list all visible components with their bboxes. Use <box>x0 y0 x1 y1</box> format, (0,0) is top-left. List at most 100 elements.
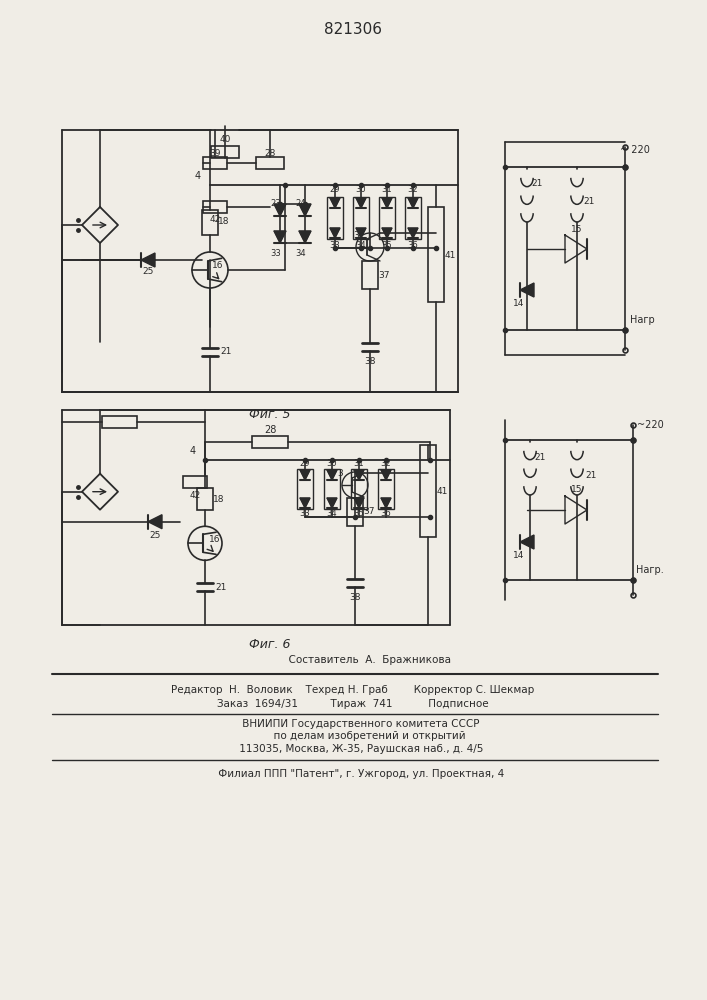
Polygon shape <box>330 228 340 238</box>
Bar <box>203 157 227 169</box>
Polygon shape <box>354 498 364 508</box>
Bar <box>351 469 367 509</box>
Bar <box>428 207 444 302</box>
Bar <box>183 476 207 488</box>
Bar <box>420 445 436 537</box>
Text: Заказ  1694/31          Тираж  741           Подписное: Заказ 1694/31 Тираж 741 Подписное <box>217 699 489 709</box>
Text: 38: 38 <box>364 358 375 366</box>
Text: 21: 21 <box>216 582 227 591</box>
Text: 30: 30 <box>327 458 337 468</box>
Text: 31: 31 <box>382 186 392 194</box>
Text: Нагр: Нагр <box>630 315 655 325</box>
Text: 3: 3 <box>337 468 343 478</box>
Bar <box>203 201 227 213</box>
Bar <box>252 436 288 448</box>
Text: 39: 39 <box>209 148 221 157</box>
Text: 37: 37 <box>378 270 390 279</box>
Text: 14: 14 <box>513 300 525 308</box>
Text: Нагр.: Нагр. <box>636 565 664 575</box>
Text: 38: 38 <box>349 593 361 602</box>
Text: ~ 220: ~ 220 <box>620 145 650 155</box>
Text: 4: 4 <box>190 446 196 456</box>
Text: 37: 37 <box>363 508 375 516</box>
Polygon shape <box>408 198 418 208</box>
Bar <box>297 469 313 509</box>
Polygon shape <box>148 515 162 529</box>
Text: 33: 33 <box>300 510 310 518</box>
Bar <box>378 469 394 509</box>
Text: 18: 18 <box>214 494 225 504</box>
Text: 14: 14 <box>513 552 525 560</box>
Text: 21: 21 <box>221 348 232 357</box>
Text: 33: 33 <box>271 248 281 257</box>
Polygon shape <box>330 198 340 208</box>
Polygon shape <box>382 198 392 208</box>
Text: 29: 29 <box>329 186 340 194</box>
Polygon shape <box>141 253 155 267</box>
Polygon shape <box>299 204 311 216</box>
Text: 36: 36 <box>408 240 419 249</box>
Polygon shape <box>520 535 534 549</box>
Text: 113035, Москва, Ж-35, Раушская наб., д. 4/5: 113035, Москва, Ж-35, Раушская наб., д. … <box>223 744 483 754</box>
Text: 16: 16 <box>209 535 221 544</box>
Polygon shape <box>274 204 286 216</box>
Text: Фиг. 5: Фиг. 5 <box>250 408 291 420</box>
Polygon shape <box>327 498 337 508</box>
Bar <box>353 197 369 239</box>
Text: 24: 24 <box>296 198 306 208</box>
Text: Составитель  А.  Бражникова: Составитель А. Бражникова <box>255 655 450 665</box>
Polygon shape <box>327 470 337 480</box>
Text: 3: 3 <box>353 231 359 239</box>
Polygon shape <box>520 283 534 297</box>
Text: Филиал ППП "Патент", г. Ужгород, ул. Проектная, 4: Филиал ППП "Патент", г. Ужгород, ул. Про… <box>202 769 504 779</box>
Text: 21: 21 <box>532 180 543 188</box>
Text: 23: 23 <box>271 198 281 208</box>
Text: 18: 18 <box>218 218 230 227</box>
Polygon shape <box>382 228 392 238</box>
Text: 35: 35 <box>354 510 364 518</box>
Text: 41: 41 <box>436 487 448 495</box>
Text: 15: 15 <box>571 486 583 494</box>
Text: 34: 34 <box>356 240 366 249</box>
Text: 821306: 821306 <box>324 22 382 37</box>
Text: 32: 32 <box>408 186 419 194</box>
Text: 32: 32 <box>380 458 391 468</box>
Bar <box>347 498 363 526</box>
Text: 15: 15 <box>571 225 583 233</box>
Text: 33: 33 <box>329 240 340 249</box>
Polygon shape <box>300 470 310 480</box>
Text: 29: 29 <box>300 458 310 468</box>
Text: 41: 41 <box>444 250 456 259</box>
Bar <box>197 488 213 510</box>
Text: ~220: ~220 <box>636 420 663 430</box>
Bar <box>256 157 284 169</box>
Polygon shape <box>356 228 366 238</box>
Text: 42: 42 <box>209 215 221 224</box>
Bar <box>202 210 218 235</box>
Text: 21: 21 <box>583 198 595 207</box>
Polygon shape <box>299 231 311 243</box>
Text: 42: 42 <box>189 491 201 500</box>
Text: Фиг. 6: Фиг. 6 <box>250 639 291 652</box>
Text: 36: 36 <box>380 510 392 518</box>
Polygon shape <box>381 470 391 480</box>
Text: 30: 30 <box>356 186 366 194</box>
Bar <box>324 469 340 509</box>
Text: 21: 21 <box>534 452 546 462</box>
Text: 25: 25 <box>149 531 160 540</box>
Bar <box>102 416 137 428</box>
Text: 34: 34 <box>327 510 337 518</box>
Bar <box>405 197 421 239</box>
Bar <box>327 197 343 239</box>
Text: ВНИИПИ Государственного комитета СССР: ВНИИПИ Государственного комитета СССР <box>226 719 480 729</box>
Text: 35: 35 <box>382 240 392 249</box>
Polygon shape <box>356 198 366 208</box>
Polygon shape <box>381 498 391 508</box>
Polygon shape <box>408 228 418 238</box>
Text: 16: 16 <box>212 261 223 270</box>
Text: 4: 4 <box>195 171 201 181</box>
Text: 34: 34 <box>296 248 306 257</box>
Text: 25: 25 <box>142 267 153 276</box>
Text: 40: 40 <box>219 135 230 144</box>
Polygon shape <box>274 231 286 243</box>
